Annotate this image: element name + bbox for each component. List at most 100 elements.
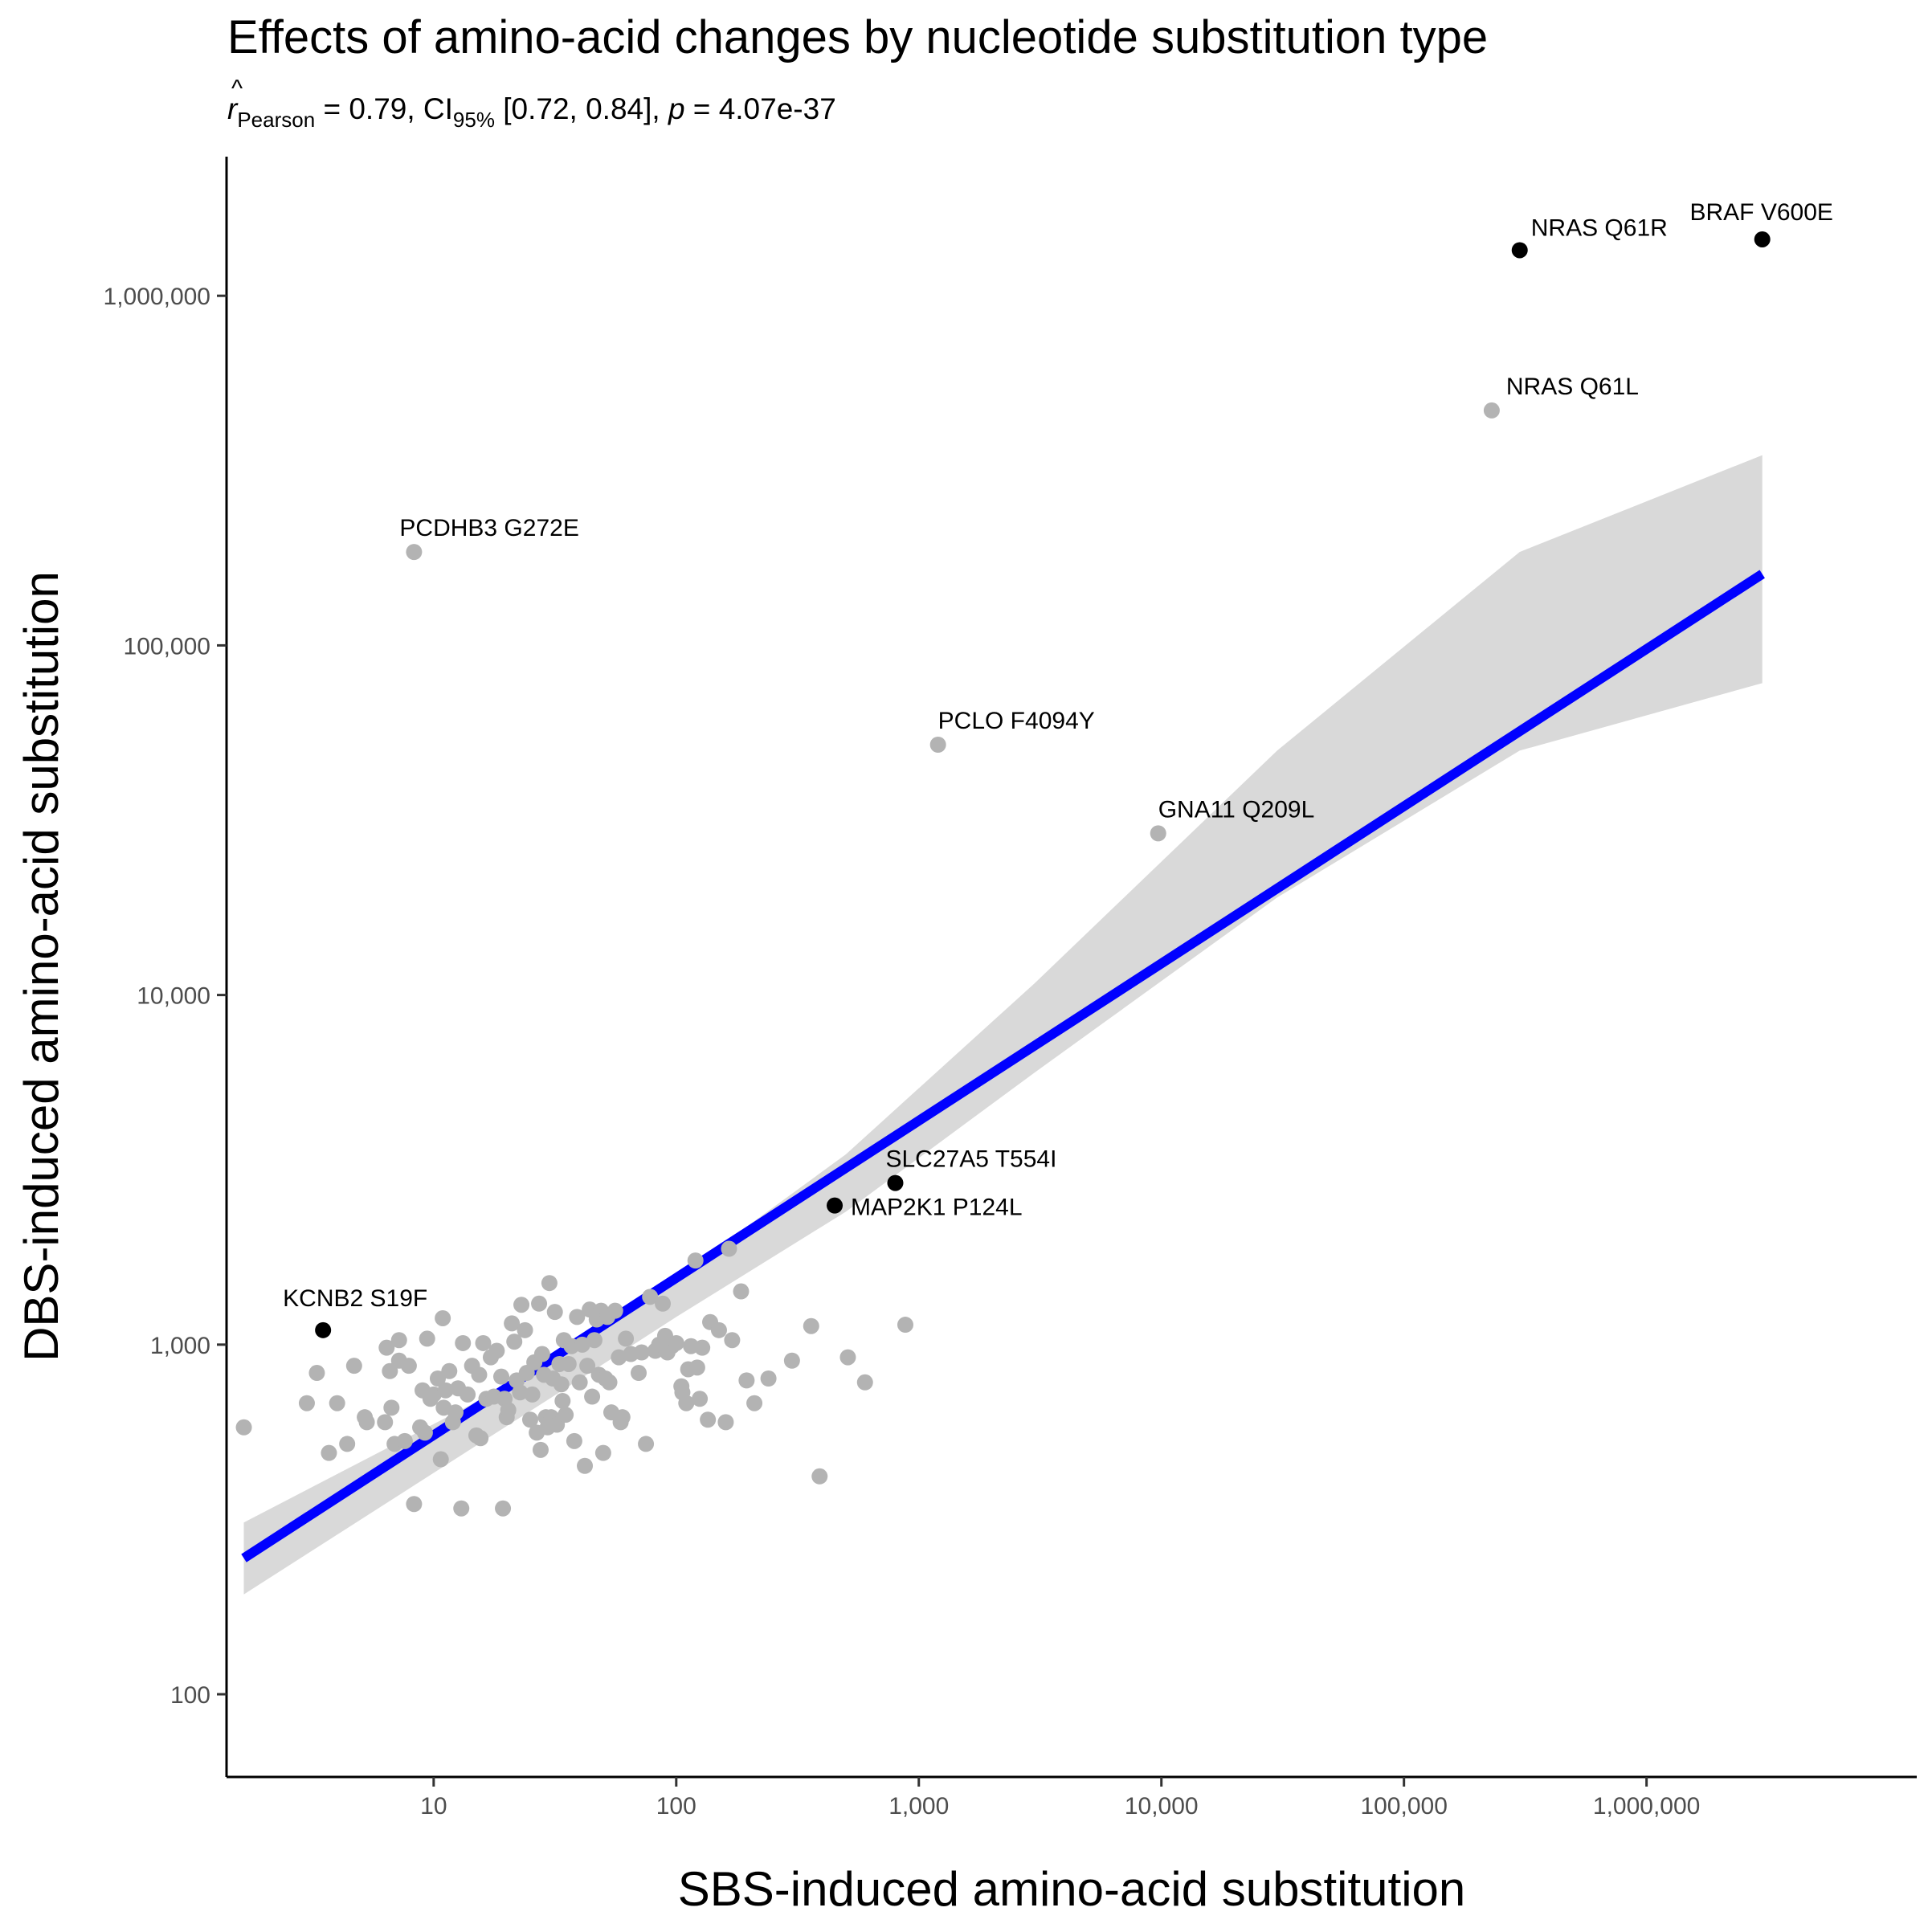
point-label-braf-v600e: BRAF V600E [1689,199,1832,226]
data-point [531,1295,548,1312]
point-label-kcnb2-s19f: KCNB2 S19F [283,1285,427,1312]
point-label-pcdhb3-g272e: PCDHB3 G272E [399,515,578,541]
y-tick-label: 1,000,000 [104,284,210,310]
y-axis-title: DBS-induced amino-acid substitution [14,571,68,1362]
data-point [377,1414,394,1431]
data-point [500,1402,517,1419]
data-point [437,1382,454,1399]
data-point [566,1432,582,1449]
data-point [447,1404,464,1421]
data-point [396,1432,413,1449]
data-point [760,1370,777,1387]
data-point [441,1362,458,1379]
labeled-point-kcnb2-s19f [315,1321,332,1338]
x-tick-label: 100,000 [1360,1793,1447,1820]
point-label-nras-q61l: NRAS Q61L [1506,374,1639,400]
x-tick-label: 1,000 [888,1793,949,1820]
data-point [329,1395,345,1411]
data-point [733,1283,750,1300]
labeled-point-nras-q61l [1483,402,1500,419]
data-point [382,1362,398,1379]
data-point [694,1339,711,1356]
chart-subtitle: rPearson = 0.79, CI95% [0.72, 0.84], p =… [227,92,836,132]
labeled-point-slc27a5-t554i [887,1174,904,1191]
data-point [455,1334,472,1351]
data-point [601,1374,618,1391]
point-label-pclo-f4094y: PCLO F4094Y [938,708,1095,734]
data-point [614,1409,631,1426]
data-point [416,1424,433,1441]
data-point [811,1468,828,1485]
data-point [553,1376,570,1393]
confidence-band-layer [243,455,1763,1595]
y-axis-ticks: 100 1,000 10,000 100,000 1,000,000 [104,284,227,1709]
r-symbol: r [227,92,239,125]
data-point [607,1302,623,1319]
data-point [594,1444,611,1461]
x-tick-label: 100 [656,1793,696,1820]
data-point [524,1386,541,1403]
data-point [513,1297,530,1313]
y-tick-label: 100,000 [124,633,210,660]
data-point [321,1444,337,1461]
data-point [692,1391,709,1407]
data-point [897,1317,913,1334]
data-point [533,1346,550,1362]
data-point [554,1392,571,1409]
data-point [435,1309,451,1326]
point-label-slc27a5-t554i: SLC27A5 T554I [885,1146,1056,1173]
data-point [495,1500,512,1517]
data-point [378,1339,395,1356]
labeled-point-pclo-f4094y [929,737,946,754]
data-point [687,1252,704,1269]
data-point [429,1370,446,1387]
labeled-point-gna11-q209l [1150,825,1166,842]
data-point [655,1295,672,1312]
data-point [783,1352,800,1369]
data-point [631,1365,647,1382]
data-point [678,1395,695,1411]
data-point [577,1457,594,1474]
y-tick-label: 100 [170,1682,210,1709]
p-value: = 4.07e-37 [685,92,836,125]
data-point [541,1275,558,1292]
confidence-band [243,455,1763,1595]
data-point [512,1384,529,1401]
data-point [584,1388,601,1405]
data-point [339,1436,356,1452]
data-point [688,1359,705,1376]
point-label-map2k1-p124l: MAP2K1 P124L [851,1195,1022,1221]
data-point [571,1374,588,1391]
p-symbol: p [668,92,685,125]
data-point [724,1332,741,1349]
data-point [390,1332,407,1349]
point-label-gna11-q209l: GNA11 Q209L [1158,796,1315,823]
data-point [579,1358,596,1374]
data-point [721,1240,737,1257]
x-tick-label: 1,000,000 [1593,1793,1700,1820]
data-point [400,1358,417,1374]
data-point [432,1451,449,1468]
data-point [472,1430,489,1447]
data-point [618,1330,635,1347]
x-tick-label: 10 [420,1793,447,1820]
data-point [532,1441,549,1458]
data-point [506,1334,523,1350]
data-point [717,1414,734,1431]
labeled-point-pcdhb3-g272e [406,544,423,561]
data-point [700,1411,717,1428]
ci-value: [0.72, 0.84], [495,92,668,125]
data-point [586,1332,602,1349]
x-axis-title: SBS-induced amino-acid substitution [678,1862,1466,1916]
data-point [560,1355,577,1372]
point-labels-layer: BRAF V600E NRAS Q61R NRAS Q61L PCDHB3 G272E… [283,199,1833,1312]
point-label-nras-q61r: NRAS Q61R [1531,214,1668,241]
data-point [419,1330,435,1347]
labeled-point-map2k1-p124l [827,1197,844,1214]
data-point [493,1368,510,1385]
data-point [803,1317,819,1334]
data-point [460,1386,476,1403]
data-point [856,1374,873,1391]
